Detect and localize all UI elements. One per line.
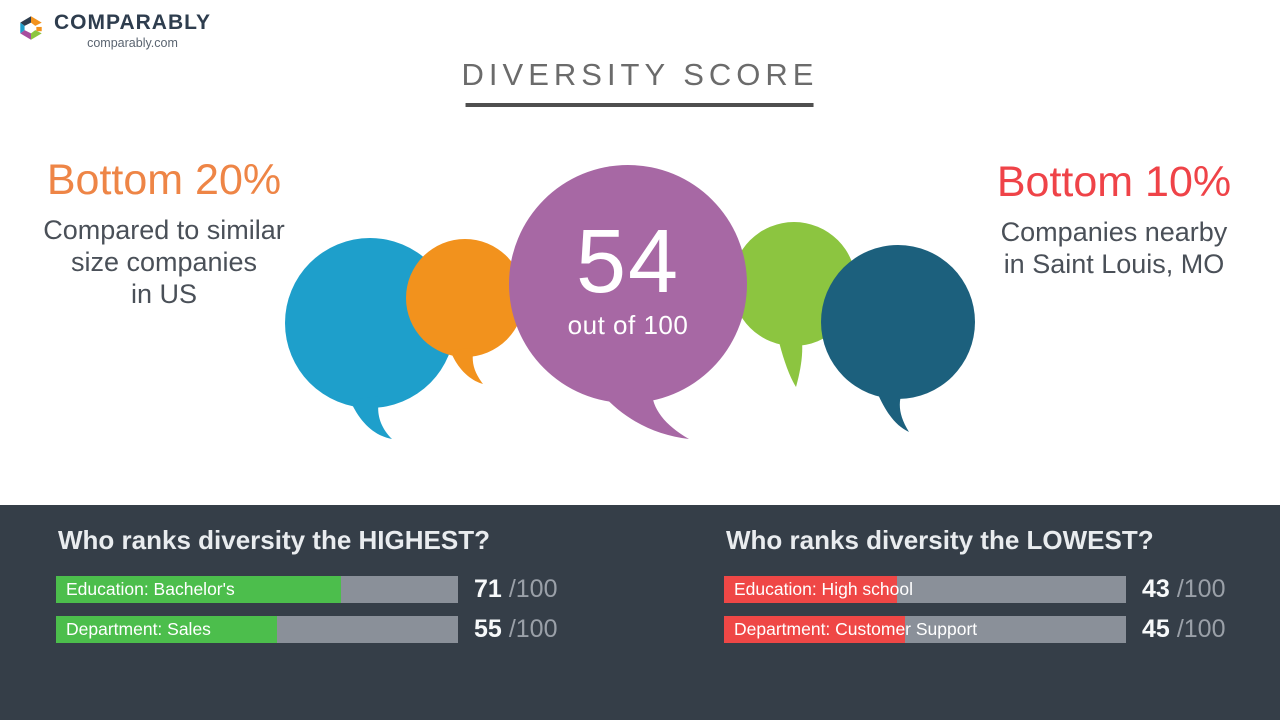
title-underline (466, 103, 814, 107)
bar-row-education-highschool: Education: High school 43/100 (724, 575, 1225, 604)
bar-track: Department: Sales (56, 616, 458, 643)
bar-denominator: /100 (1176, 575, 1226, 603)
speech-bubble-cluster: 54 out of 100 (280, 158, 980, 448)
bar-fill: Department: Customer Support (724, 616, 977, 643)
score-value: 54 (575, 211, 681, 312)
title-block: DIVERSITY SCORE (462, 57, 819, 107)
callout-right-headline: Bottom 10% (996, 158, 1232, 206)
brand-site: comparably.com (87, 36, 178, 50)
bar-row-department-sales: Department: Sales 55/100 (56, 615, 557, 644)
bar-value: 43/100 (1142, 575, 1225, 604)
bar-denominator: /100 (1176, 615, 1226, 643)
callout-right-line: Companies nearby (1000, 217, 1228, 247)
bar-fill: Department: Sales (56, 616, 278, 643)
comparably-logo[interactable]: COMPARABLY comparably.com (16, 11, 211, 50)
bar-score: 43 (1142, 575, 1170, 603)
bar-score: 55 (474, 615, 502, 643)
diversity-score: 54 out of 100 (567, 211, 689, 341)
lowest-heading: Who ranks diversity the LOWEST? (726, 525, 1154, 555)
score-caption: out of 100 (567, 309, 689, 340)
bar-track: Department: Customer Support (724, 616, 1126, 643)
callout-bottom-20: Bottom 20% Compared to similar size comp… (24, 156, 304, 310)
bar-track: Education: Bachelor's (56, 576, 458, 603)
bar-label: Education: High school (734, 579, 913, 599)
callout-left-headline: Bottom 20% (46, 156, 282, 204)
bar-row-department-customer-support: Department: Customer Support 45/100 (724, 615, 1225, 644)
brand-name: COMPARABLY (54, 11, 212, 34)
bubbles-graphic (285, 165, 975, 439)
bar-track: Education: High school (724, 576, 1126, 603)
bar-value: 55/100 (474, 615, 557, 644)
rankings-band: Who ranks diversity the HIGHEST? Educati… (0, 505, 1280, 720)
callout-left-line: Compared to similar (43, 215, 285, 245)
bar-label: Department: Sales (66, 619, 211, 639)
lowest-rank-group: Who ranks diversity the LOWEST? Educatio… (724, 525, 1225, 656)
purple-speech-bubble-icon (509, 165, 747, 439)
orange-speech-bubble-icon (406, 239, 524, 384)
bar-denominator: /100 (508, 615, 558, 643)
bar-label: Department: Customer Support (734, 619, 978, 639)
comparably-logo-icon (20, 16, 42, 40)
bar-score: 45 (1142, 615, 1170, 643)
bar-fill: Education: High school (724, 576, 913, 603)
page-title: DIVERSITY SCORE (461, 57, 819, 92)
bar-score: 71 (474, 575, 502, 603)
bar-value: 45/100 (1142, 615, 1225, 644)
bar-value: 71/100 (474, 575, 557, 604)
callout-left-line: size companies (70, 247, 258, 277)
bar-label: Education: Bachelor's (66, 579, 235, 599)
bar-row-education-bachelors: Education: Bachelor's 71/100 (56, 575, 557, 604)
highest-rank-group: Who ranks diversity the HIGHEST? Educati… (56, 525, 557, 656)
highest-heading: Who ranks diversity the HIGHEST? (58, 525, 490, 555)
callout-bottom-10: Bottom 10% Companies nearby in Saint Lou… (978, 158, 1250, 280)
darkblue-speech-bubble-icon (821, 245, 975, 432)
logo-text: COMPARABLY comparably.com (54, 11, 211, 50)
bar-denominator: /100 (508, 575, 558, 603)
bar-fill: Education: Bachelor's (56, 576, 342, 603)
callout-right-line: in Saint Louis, MO (1003, 249, 1225, 279)
callout-left-line: in US (130, 279, 198, 309)
